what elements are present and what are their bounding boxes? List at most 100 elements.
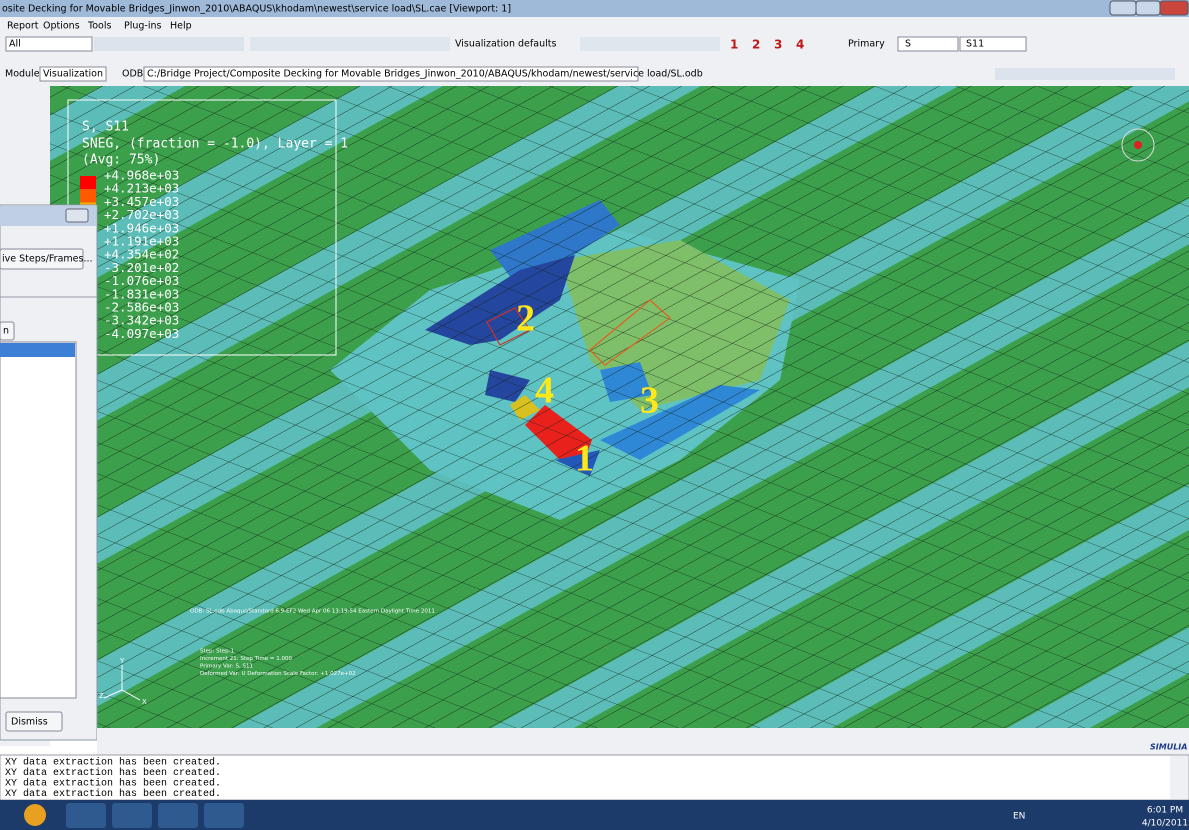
- selection-value: All: [9, 39, 21, 50]
- messages: XY data extraction has been created.XY d…: [5, 757, 221, 801]
- module-value: Visualization: [43, 69, 103, 80]
- callout: 2: [516, 298, 535, 340]
- mesh: [50, 86, 1189, 728]
- icon-strip: [94, 37, 244, 51]
- message-line: XY data extraction has been created.: [5, 788, 221, 800]
- legend-label: -1.076e+03: [104, 273, 179, 288]
- dialog-close[interactable]: [65, 208, 89, 223]
- legend-average: (Avg: 75%): [82, 153, 160, 168]
- view-button[interactable]: 2: [752, 38, 760, 52]
- step-info-line: Increment 21: Step Time = 1.000: [200, 656, 292, 662]
- view-cube: [1121, 128, 1155, 162]
- odb-label: ODB:: [122, 69, 147, 80]
- odb-box[interactable]: [143, 66, 639, 82]
- legend-label: -3.342e+03: [104, 313, 179, 328]
- brand: SIMULIA: [1150, 743, 1187, 752]
- legend-label: +3.457e+03: [104, 194, 179, 209]
- legend-label: +1.191e+03: [104, 234, 179, 249]
- message-line: XY data extraction has been created.: [5, 778, 221, 790]
- language[interactable]: EN: [1013, 812, 1025, 822]
- triad: Y Z X: [99, 657, 147, 706]
- clock-time[interactable]: 6:01 PM: [1147, 806, 1183, 816]
- view-button[interactable]: 1: [730, 38, 738, 52]
- callout: 3: [640, 380, 659, 422]
- menu-item[interactable]: Options: [43, 21, 80, 32]
- legend: +4.968e+03+4.213e+03+3.457e+03+2.702e+03…: [80, 168, 179, 341]
- step-info-line: Step: Step-1: [200, 649, 234, 655]
- file-icon[interactable]: [158, 803, 198, 828]
- legend-label: +2.702e+03: [104, 207, 179, 222]
- module-box[interactable]: [39, 66, 107, 82]
- callout: 1: [575, 438, 594, 480]
- odb-path: C:/Bridge Project/Composite Decking for …: [147, 69, 703, 80]
- message-line: XY data extraction has been created.: [5, 767, 221, 779]
- title-bar: [0, 0, 1189, 17]
- module-label: Module:: [5, 69, 43, 80]
- callouts: 1 2 3 4: [516, 298, 659, 480]
- dismiss-button[interactable]: [5, 711, 63, 732]
- triad-label: Y: [119, 657, 125, 665]
- frame-list[interactable]: [0, 341, 77, 699]
- excel-icon[interactable]: [66, 803, 106, 828]
- legend-swatch: [80, 176, 96, 190]
- legend-label: +1.946e+03: [104, 220, 179, 235]
- legend-swatch: [80, 189, 96, 203]
- legend-label: -3.201e+02: [104, 260, 179, 275]
- selection-box[interactable]: [5, 36, 93, 52]
- icon-strip: [580, 37, 720, 51]
- tab-button[interactable]: [0, 321, 15, 341]
- window-title: osite Decking for Movable Bridges_Jinwon…: [2, 4, 511, 15]
- variable-value: S: [905, 39, 911, 50]
- legend-subtitle: SNEG, (fraction = -1.0), Layer = 1: [82, 137, 348, 152]
- menu-bar: Report Options Tools Plug-ins Help: [7, 21, 192, 32]
- maximize-button[interactable]: [1135, 0, 1161, 16]
- dismiss-label: Dismiss: [11, 717, 48, 728]
- selected-row[interactable]: [0, 343, 75, 357]
- step-info-line: Primary Var: S, S11: [200, 664, 253, 670]
- icon-strip: [250, 37, 450, 51]
- minimize-button[interactable]: [1109, 0, 1137, 16]
- highlight-box: [486, 307, 531, 346]
- odb-info: ODB: SL.odb Abaqus/Standard 6.9-EF2 Wed …: [190, 609, 435, 615]
- steps-button[interactable]: [0, 248, 84, 270]
- clock-date[interactable]: 4/10/2011: [1142, 819, 1188, 829]
- legend-label: -2.586e+03: [104, 300, 179, 315]
- prompt-area: [97, 728, 1189, 755]
- message-area: [0, 754, 1189, 801]
- triad-label: X: [142, 698, 147, 706]
- message-line: XY data extraction has been created.: [5, 757, 221, 769]
- menu-item[interactable]: Tools: [87, 21, 111, 32]
- browser-icon[interactable]: [24, 804, 46, 826]
- callout: 4: [535, 370, 554, 412]
- view-button[interactable]: 3: [774, 38, 782, 52]
- menu-item[interactable]: Plug-ins: [124, 21, 162, 32]
- menu-item[interactable]: Help: [170, 21, 192, 32]
- legend-label: -4.097e+03: [104, 326, 179, 341]
- triad-label: Z: [99, 692, 104, 700]
- legend-label: +4.968e+03: [104, 168, 179, 183]
- word-icon[interactable]: [204, 803, 244, 828]
- primary-label[interactable]: Primary: [848, 39, 885, 50]
- variable-box[interactable]: [897, 36, 959, 52]
- view-button[interactable]: 4: [796, 38, 804, 52]
- close-button[interactable]: [1159, 0, 1189, 16]
- legend-label: +4.354e+02: [104, 247, 179, 262]
- animation-controls[interactable]: [995, 68, 1175, 80]
- step-info-line: Deformed Var: U Deformation Scale Factor…: [200, 671, 356, 677]
- legend-title: S, S11: [82, 120, 129, 135]
- component-box[interactable]: [959, 36, 1027, 52]
- visualization-defaults[interactable]: Visualization defaults: [455, 39, 556, 50]
- taskbar: [0, 800, 1189, 830]
- component-value: S11: [966, 39, 984, 50]
- menu-item[interactable]: Report: [7, 21, 39, 32]
- highlight-box: [589, 299, 671, 366]
- tab-button-label: n: [3, 326, 9, 337]
- steps-button-label: ive Steps/Frames...: [2, 254, 93, 265]
- scrollbar[interactable]: [1170, 756, 1188, 799]
- legend-label: -1.831e+03: [104, 286, 179, 301]
- app-icon[interactable]: [112, 803, 152, 828]
